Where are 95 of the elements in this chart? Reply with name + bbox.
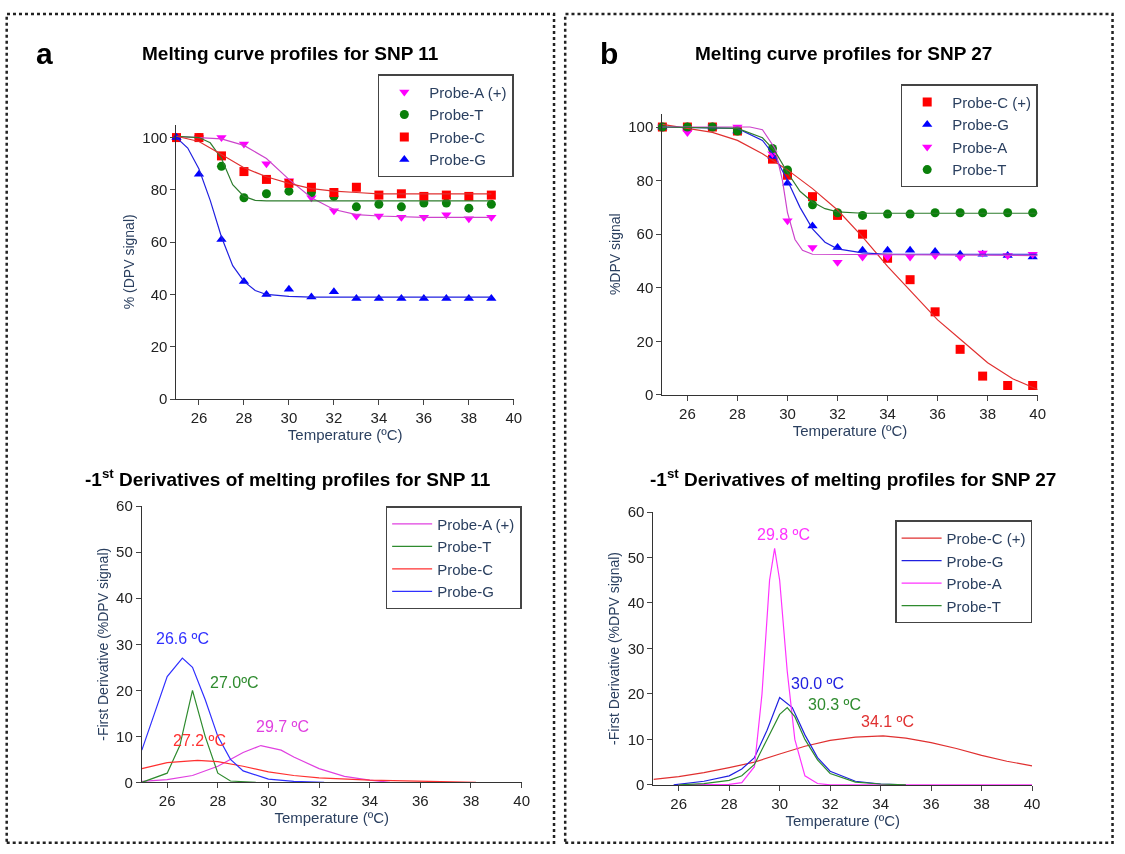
y-tick-label: 50 [116,543,133,561]
chart-title: -1$^{st}$ Derivatives of melting profiles for SNP 27 [650,466,1057,490]
x-tick-label: 34 [361,792,379,810]
y-tick-label: 40 [116,589,133,607]
x-tick-label: 28 [209,792,227,810]
y-tick-label: 80 [150,181,168,199]
x-tick-label: 34 [370,409,388,427]
x-tick-label: 34 [879,404,896,422]
annotation: 29.8 ºC [757,526,810,543]
x-tick-label: 30 [260,792,277,810]
x-tick-label: 26 [679,404,696,422]
x-tick-label: 28 [720,795,738,812]
x-tick-label: 36 [922,795,940,812]
x-axis-title: Temperature (ºC) [274,809,390,827]
legend-label: Probe-T [946,597,1001,615]
chart-title: Melting curve profiles for SNP 11 [142,43,439,64]
x-tick-label: 26 [158,792,176,810]
x-tick-label: 26 [190,409,208,427]
x-tick-label: 30 [771,795,789,812]
legend-label: Probe-A [946,575,1002,593]
y-tick-label: 60 [627,503,645,521]
y-tick-label: 20 [627,685,645,703]
y-tick-label: 40 [636,278,654,296]
y-tick-label: 20 [636,332,654,350]
x-tick-label: 28 [235,409,253,427]
y-tick-label: 60 [150,233,168,251]
y-tick-label: 0 [644,386,654,404]
x-axis-title: Temperature (ºC) [792,421,908,439]
y-tick-label: 20 [116,681,133,699]
y-tick-label: 10 [627,730,645,748]
y-tick-label: 30 [627,639,645,657]
x-tick-label: 30 [280,409,298,427]
text: b [600,37,619,70]
y-axis-title: -First Derivative (%DPV signal) [94,547,111,741]
y-axis-title: % (DPV signal) [120,214,137,310]
y-tick-label: 0 [636,776,645,794]
x-tick-label: 38 [979,404,996,422]
x-tick-label: 36 [415,409,433,427]
x-tick-label: 32 [829,404,846,422]
x-tick-label: 28 [729,404,746,422]
y-axis-title: -First Derivative (%DPV signal) [606,552,623,745]
legend-label: Probe-G [952,116,1009,134]
x-tick-label: 40 [513,792,530,810]
legend-label: Probe-C [429,128,486,146]
x-tick-label: 40 [505,409,523,427]
legend-label: Probe-G [429,151,487,169]
x-tick-label: 32 [310,792,328,810]
legend-label: Probe-G [946,552,1004,570]
annotation: 30.0 ºC [791,675,844,692]
x-tick-label: 32 [325,409,343,427]
y-tick-label: 40 [627,594,645,612]
legend-label: Probe-A [952,138,1008,156]
y-tick-label: 50 [627,548,645,566]
x-tick-label: 36 [929,404,946,422]
x-tick-label: 26 [670,795,688,812]
y-tick-label: 100 [628,118,654,136]
annotation: 30.3 ºC [808,696,861,713]
x-axis-title: Temperature (ºC) [785,812,901,829]
y-tick-label: 30 [116,635,133,653]
y-tick-label: 10 [116,727,133,745]
text: a [36,37,53,70]
legend-label: Probe-T [437,538,492,556]
chart-title: -1$^{st}$ Derivatives of melting profiles for SNP 11 [85,466,491,490]
legend-label: Probe-A (+) [437,515,515,533]
x-tick-label: 38 [973,795,990,812]
y-tick-label: 80 [636,171,654,189]
legend-label: Probe-T [952,161,1007,179]
y-tick-label: 60 [636,225,654,243]
x-tick-label: 38 [462,792,480,810]
y-tick-label: 0 [159,390,168,408]
y-tick-label: 40 [150,285,168,303]
y-tick-label: 0 [124,773,133,791]
legend-label: Probe-C [437,560,494,578]
legend-label: Probe-C (+) [946,530,1026,548]
legend-label: Probe-A (+) [429,83,507,101]
legend-label: Probe-T [429,106,484,124]
y-axis-title: %DPV signal [606,213,623,296]
x-axis-title: Temperature (ºC) [287,426,403,444]
y-tick-label: 20 [150,338,168,355]
y-tick-label: 60 [116,497,133,515]
chart-title: Melting curve profiles for SNP 27 [695,43,993,64]
annotation: 29.7 ºC [256,718,309,735]
x-tick-label: 40 [1023,795,1041,812]
annotation: 26.6 ºC [156,630,209,647]
x-tick-label: 34 [872,795,889,812]
x-tick-label: 38 [460,409,478,427]
x-tick-label: 36 [412,792,429,810]
x-tick-label: 40 [1029,404,1047,422]
legend-label: Probe-G [437,583,494,601]
annotation: 34.1 ºC [861,713,914,730]
annotation: 27.0ºC [210,674,259,691]
x-tick-label: 32 [821,795,839,812]
legend-label: Probe-C (+) [952,93,1031,111]
x-tick-label: 30 [779,404,796,422]
y-tick-label: 100 [142,128,168,146]
